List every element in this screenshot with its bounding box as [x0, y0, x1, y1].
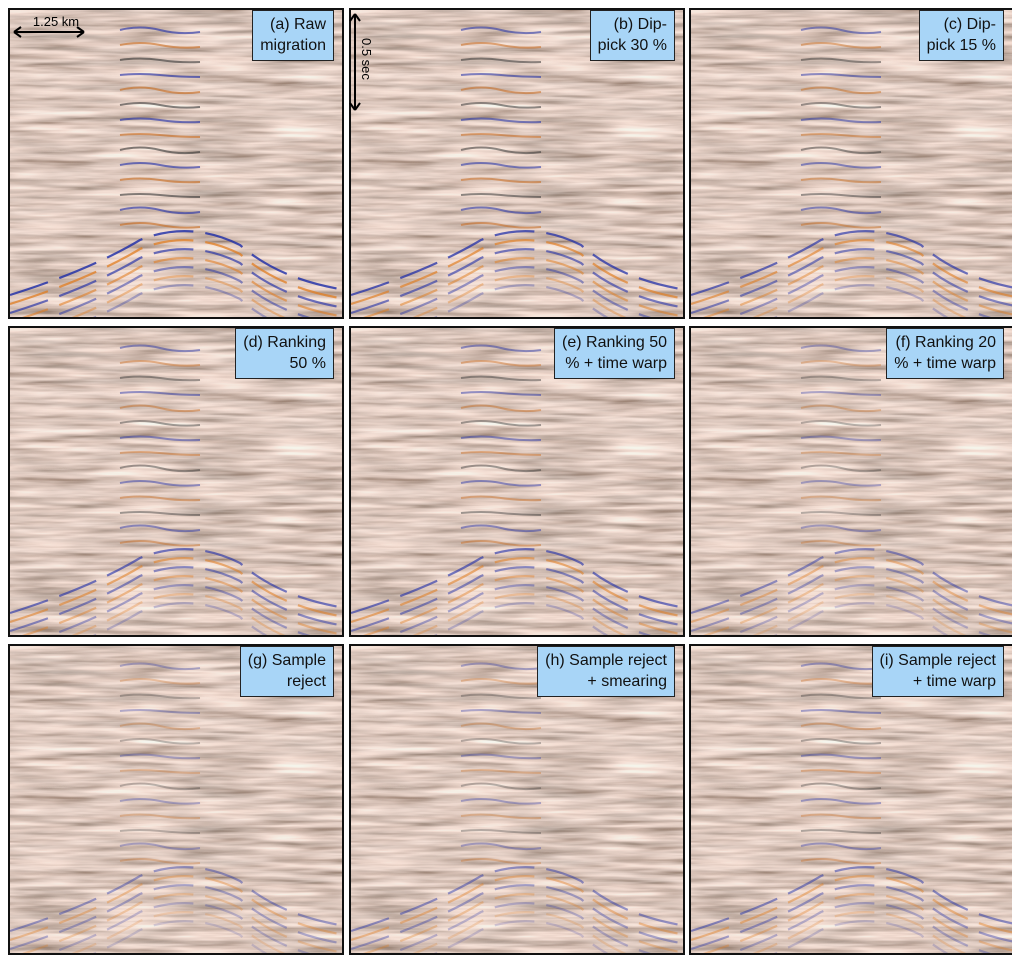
label-line: pick 30 %: [598, 35, 667, 56]
panel-label: (e) Ranking 50% + time warp: [554, 328, 675, 379]
panel-label: (f) Ranking 20% + time warp: [886, 328, 1004, 379]
label-line: (c) Dip-: [927, 14, 996, 35]
panel-label: (g) Samplereject: [240, 646, 334, 697]
seismic-panel: (f) Ranking 20% + time warp: [689, 326, 1012, 637]
seismic-panel: (g) Samplereject: [8, 644, 344, 955]
seismic-panel: (i) Sample reject+ time warp: [689, 644, 1012, 955]
panel-label: (c) Dip-pick 15 %: [919, 10, 1004, 61]
label-line: (a) Raw: [260, 14, 326, 35]
label-line: pick 15 %: [927, 35, 996, 56]
label-line: (b) Dip-: [598, 14, 667, 35]
arrow: [350, 14, 360, 110]
label-line: % + time warp: [562, 353, 667, 374]
vertical-scale-bar: 0.5 sec: [346, 10, 376, 120]
label-line: reject: [248, 671, 326, 692]
label-line: (e) Ranking 50: [562, 332, 667, 353]
label-line: (d) Ranking: [243, 332, 326, 353]
horizontal-scale-bar: 1.25 km: [10, 14, 110, 54]
label-line: (h) Sample reject: [545, 650, 667, 671]
figure: (a) Rawmigration (b) Dip-pick 30 % (c) Dip…: [0, 0, 1012, 948]
label-line: (i) Sample reject: [880, 650, 996, 671]
panel-label: (i) Sample reject+ time warp: [872, 646, 1004, 697]
label-line: (f) Ranking 20: [894, 332, 996, 353]
label-line: + time warp: [880, 671, 996, 692]
seismic-panel: (c) Dip-pick 15 %: [689, 8, 1012, 319]
label-line: + smearing: [545, 671, 667, 692]
seismic-panel: (h) Sample reject+ smearing: [349, 644, 685, 955]
panel-label: (b) Dip-pick 30 %: [590, 10, 675, 61]
seismic-panel: (d) Ranking50 %: [8, 326, 344, 637]
scale-label: 0.5 sec: [359, 38, 374, 80]
label-line: migration: [260, 35, 326, 56]
panel-label: (a) Rawmigration: [252, 10, 334, 61]
scale-label: 1.25 km: [33, 14, 79, 29]
label-line: (g) Sample: [248, 650, 326, 671]
label-line: % + time warp: [894, 353, 996, 374]
label-line: 50 %: [243, 353, 326, 374]
seismic-panel: (e) Ranking 50% + time warp: [349, 326, 685, 637]
panel-label: (h) Sample reject+ smearing: [537, 646, 675, 697]
seismic-panel: (b) Dip-pick 30 %: [349, 8, 685, 319]
